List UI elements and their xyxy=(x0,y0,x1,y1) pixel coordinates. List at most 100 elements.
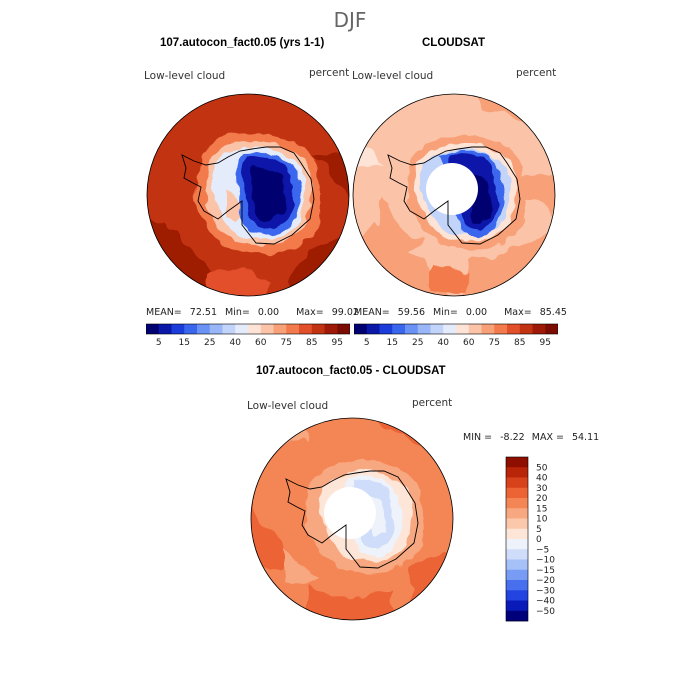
colorbar-tick-label: −20 xyxy=(536,576,555,586)
colorbar-swatch xyxy=(286,324,300,334)
panel1-max-label: Max= xyxy=(296,307,324,318)
colorbar-tick-label: 75 xyxy=(489,338,500,348)
panel1-ice-region xyxy=(195,132,320,254)
colorbar-swatch xyxy=(506,580,528,591)
colorbar-swatch xyxy=(405,324,419,334)
colorbar-frame xyxy=(505,456,529,622)
colorbar-tick-label: 85 xyxy=(306,338,317,348)
colorbar-tick-label: 15 xyxy=(536,504,547,514)
colorbar-tick-label: 25 xyxy=(412,338,423,348)
panel2-colorbar: 5 15 25 40 60 75 85 95 xyxy=(354,323,558,348)
diff-max-label: MAX = xyxy=(531,432,564,443)
panel2-mean-label: MEAN= xyxy=(354,307,390,318)
panel2-max-value: 85.45 xyxy=(539,307,567,318)
colorbar-swatch xyxy=(260,324,274,334)
colorbar-tick-label: 40 xyxy=(536,474,548,484)
panel2-min-label: Min= xyxy=(433,307,458,318)
colorbar-swatch xyxy=(209,324,223,334)
colorbar-swatch xyxy=(430,324,444,334)
colorbar-frame xyxy=(146,323,350,335)
colorbar-tick-label: 95 xyxy=(540,338,551,348)
panel1-colorbar: 5 15 25 40 60 75 85 95 xyxy=(146,323,350,348)
panel1-stats: MEAN= 72.51 Min= 0.00 Max= 99.02 xyxy=(146,307,359,318)
colorbar-swatch xyxy=(506,569,528,581)
colorbar-swatch xyxy=(337,324,350,334)
colorbar-swatch xyxy=(494,324,508,334)
colorbar-swatch xyxy=(379,324,393,334)
colorbar-swatch xyxy=(506,549,528,560)
colorbar-frame xyxy=(354,323,558,335)
colorbar-swatch xyxy=(506,559,528,571)
colorbar-swatch xyxy=(324,324,338,334)
colorbar-tick-label: −50 xyxy=(536,607,555,617)
panel2-min-value: 0.00 xyxy=(465,307,488,318)
panel2-max-label: Max= xyxy=(504,307,532,318)
colorbar-tick-label: −15 xyxy=(536,566,555,576)
colorbar-swatch xyxy=(519,324,533,334)
diff-antarctica-coastline xyxy=(285,470,419,569)
panel1-variable-label: Low-level cloud xyxy=(144,70,226,82)
diff-min-label: MIN = xyxy=(463,432,493,443)
colorbar-tick-label: 15 xyxy=(387,338,398,348)
colorbar-swatch xyxy=(506,498,528,509)
colorbar-swatch xyxy=(417,324,431,334)
colorbar-tick-label: −5 xyxy=(536,545,549,555)
colorbar-tick-label: 75 xyxy=(281,338,292,348)
colorbar-swatch xyxy=(311,324,325,334)
panel1-min-label: Min= xyxy=(225,307,250,318)
colorbar-swatch xyxy=(506,590,528,601)
colorbar-swatch xyxy=(506,539,528,550)
colorbar-swatch xyxy=(468,324,482,334)
panel1-max-value: 99.02 xyxy=(331,307,359,318)
diff-max-value: 54.11 xyxy=(571,432,600,443)
colorbar-swatch xyxy=(506,467,528,478)
panel2-no-data-hole xyxy=(426,163,478,215)
colorbar-swatch xyxy=(443,324,457,334)
colorbar-tick-label: 15 xyxy=(179,338,190,348)
colorbar-tick-label: −30 xyxy=(536,586,555,596)
colorbar-swatch xyxy=(273,324,287,334)
panel2-variable-label: Low-level cloud xyxy=(352,70,434,82)
colorbar-swatch xyxy=(146,324,160,334)
colorbar-swatch xyxy=(545,324,558,334)
colorbar-swatch xyxy=(506,518,528,530)
panel1-units-label: percent xyxy=(309,67,350,79)
colorbar-swatch xyxy=(222,324,236,334)
panel1-mean-value: 72.51 xyxy=(189,307,217,318)
colorbar-swatch xyxy=(248,324,262,334)
colorbar-tick-label: −10 xyxy=(536,556,555,566)
colorbar-tick-label: 5 xyxy=(364,338,370,348)
colorbar-swatch xyxy=(506,477,528,489)
diff-stats: MIN = -8.22 MAX = 54.11 xyxy=(463,432,599,443)
diff-no-data-hole xyxy=(324,487,376,539)
panel1-antarctica-coastline xyxy=(181,146,315,245)
colorbar-swatch xyxy=(299,324,313,334)
panel1-min-value: 0.00 xyxy=(257,307,280,318)
colorbar-swatch xyxy=(184,324,198,334)
diff-min-value: -8.22 xyxy=(500,432,525,443)
colorbar-swatch xyxy=(506,600,528,612)
colorbar-tick-label: 5 xyxy=(156,338,162,348)
colorbar-tick-label: 5 xyxy=(536,525,542,535)
colorbar-swatch xyxy=(506,487,528,499)
panel1-map xyxy=(146,93,350,297)
diff-map xyxy=(250,417,454,621)
colorbar-tick-label: 60 xyxy=(255,338,267,348)
colorbar-tick-label: 30 xyxy=(536,484,548,494)
colorbar-tick-label: 60 xyxy=(463,338,475,348)
season-title: DJF xyxy=(333,8,367,32)
colorbar-swatch xyxy=(235,324,249,334)
colorbar-tick-label: 95 xyxy=(332,338,343,348)
colorbar-swatch xyxy=(456,324,470,334)
panel1-mean-label: MEAN= xyxy=(146,307,182,318)
colorbar-tick-label: 0 xyxy=(536,535,542,545)
colorbar-tick-label: 25 xyxy=(204,338,215,348)
panel2-stats: MEAN= 59.56 Min= 0.00 Max= 85.45 xyxy=(354,307,567,318)
colorbar-tick-label: 85 xyxy=(514,338,525,348)
colorbar-tick-label: 50 xyxy=(536,463,548,473)
colorbar-swatch xyxy=(532,324,546,334)
colorbar-swatch xyxy=(506,457,528,468)
colorbar-swatch xyxy=(158,324,172,334)
colorbar-swatch xyxy=(506,508,528,519)
